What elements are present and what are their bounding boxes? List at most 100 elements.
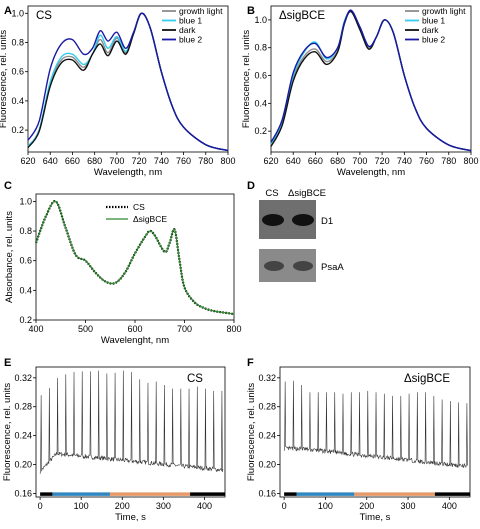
x-tick-label: 660 <box>65 156 80 166</box>
y-tick-label: 0.6 <box>11 67 24 77</box>
legend-entry: CS <box>133 202 145 212</box>
blot-band <box>264 261 284 271</box>
y-tick-label: 0.6 <box>254 71 267 81</box>
y-tick-label: 1.0 <box>11 8 24 18</box>
x-tick-label: 780 <box>198 156 213 166</box>
y-tick-label: 0.16 <box>14 488 32 498</box>
legend-entry: ΔsigBCE <box>133 214 167 224</box>
x-tick-label: 640 <box>43 156 58 166</box>
y-tick-label: 0.2 <box>19 315 32 325</box>
x-tick-label: 800 <box>226 324 241 334</box>
panel-label-f: F <box>247 357 254 369</box>
y-tick-label: 0.28 <box>258 402 276 412</box>
x-tick-label: 640 <box>286 156 301 166</box>
y-tick-label: 0.6 <box>19 256 32 266</box>
y-tick-label: 0.24 <box>14 431 32 441</box>
x-tick-label: 740 <box>397 156 412 166</box>
blot-d: CS ΔsigBCE D1 PsaA <box>259 188 344 282</box>
x-tick-label: 400 <box>28 324 43 334</box>
plot-frame <box>35 193 235 321</box>
legend-entry: dark <box>179 25 196 35</box>
x-tick-label: 200 <box>359 501 374 511</box>
x-tick-label: 760 <box>419 156 434 166</box>
legend-entry: growth light <box>179 6 223 16</box>
blot-band <box>262 214 284 226</box>
y-tick-label: 1.0 <box>254 15 267 25</box>
x-axis-label: Wavelength, nm <box>337 167 405 178</box>
y-tick-label: 0.4 <box>19 285 32 295</box>
blot-lane-label: ΔsigBCE <box>288 188 326 199</box>
panel-label-e: E <box>4 357 11 369</box>
x-tick-label: 200 <box>115 501 130 511</box>
y-tick-label: 0.28 <box>14 402 32 412</box>
y-tick-label: 0.2 <box>254 126 267 136</box>
legend-entry: blue 2 <box>422 35 445 45</box>
x-tick-label: 700 <box>177 324 192 334</box>
x-tick-label: 680 <box>330 156 345 166</box>
chart-title: ΔsigBCE <box>404 373 450 385</box>
x-tick-label: 660 <box>308 156 323 166</box>
panel-label-d: D <box>247 180 255 192</box>
blot-band <box>292 214 314 226</box>
y-tick-label: 0.8 <box>11 38 24 48</box>
x-tick-label: 300 <box>401 501 416 511</box>
chart-title: CS <box>187 373 203 385</box>
panel-label-a: A <box>4 5 12 17</box>
x-tick-label: 300 <box>156 501 171 511</box>
y-tick-label: 1.0 <box>19 196 32 206</box>
chart-f: 0 100 200 300 400 0.16 0.20 0.24 0.28 0.32 Time, s… <box>246 366 471 523</box>
x-tick-label: 720 <box>132 156 147 166</box>
panel-label-b: B <box>247 5 255 17</box>
x-tick-label: 740 <box>154 156 169 166</box>
x-tick-label: 760 <box>176 156 191 166</box>
chart-e: 0 100 200 300 400 0.16 0.20 0.24 0.28 0.32 Time, s… <box>2 366 226 523</box>
x-tick-label: 720 <box>375 156 390 166</box>
y-tick-label: 0.20 <box>258 460 276 470</box>
series-line <box>270 10 472 152</box>
series-line <box>270 9 472 152</box>
legend-entry: blue 1 <box>179 16 202 26</box>
x-tick-label: 800 <box>463 156 478 166</box>
y-tick-label: 0.4 <box>11 96 24 106</box>
series-line <box>35 200 235 315</box>
x-tick-label: 620 <box>20 156 35 166</box>
legend-entry: dark <box>422 25 439 35</box>
x-axis-label: Time, s <box>115 512 146 523</box>
chart-title: ΔsigBCE <box>279 10 325 22</box>
y-axis-label: Fluorescence, rel. units <box>241 30 252 128</box>
x-axis-label: Wavelenght, nm <box>101 335 169 346</box>
series-line <box>270 10 472 152</box>
x-tick-label: 400 <box>197 501 212 511</box>
x-tick-label: 500 <box>78 324 93 334</box>
x-tick-label: 700 <box>109 156 124 166</box>
y-tick-label: 0.2 <box>11 125 24 135</box>
x-tick-label: 800 <box>220 156 235 166</box>
y-tick-label: 0.8 <box>254 43 267 53</box>
blot-lane-label: CS <box>265 188 278 199</box>
y-axis-label: Fluorescence, rel. units <box>0 30 9 128</box>
chart-c: 400 500 600 700 800 0.2 0.4 0.6 0.8 1.0 Wavelenght… <box>4 193 242 346</box>
x-axis-label: Time, s <box>360 512 391 523</box>
y-tick-label: 0.32 <box>14 373 32 383</box>
x-tick-label: 0 <box>282 501 287 511</box>
y-tick-label: 0.24 <box>258 431 276 441</box>
legend-entry: blue 2 <box>179 35 202 45</box>
legend-entry: growth light <box>422 6 466 16</box>
x-axis-label: Wavelength, nm <box>94 167 162 178</box>
series-line <box>270 10 472 152</box>
y-tick-label: 0.20 <box>14 460 32 470</box>
x-tick-label: 620 <box>263 156 278 166</box>
legend-entry: blue 1 <box>422 16 445 26</box>
blot-band-label: PsaA <box>321 262 344 273</box>
blot-band <box>293 261 313 271</box>
plot-frame <box>270 5 472 153</box>
x-tick-label: 780 <box>441 156 456 166</box>
x-tick-label: 0 <box>38 501 43 511</box>
y-tick-label: 0.16 <box>258 488 276 498</box>
y-axis-label: Absorbance, rel. units <box>4 211 15 303</box>
x-tick-label: 100 <box>318 501 333 511</box>
x-tick-label: 100 <box>74 501 89 511</box>
y-axis-label: Fluorescence, rel. units <box>2 383 13 481</box>
fluorescence-trace <box>39 370 224 474</box>
